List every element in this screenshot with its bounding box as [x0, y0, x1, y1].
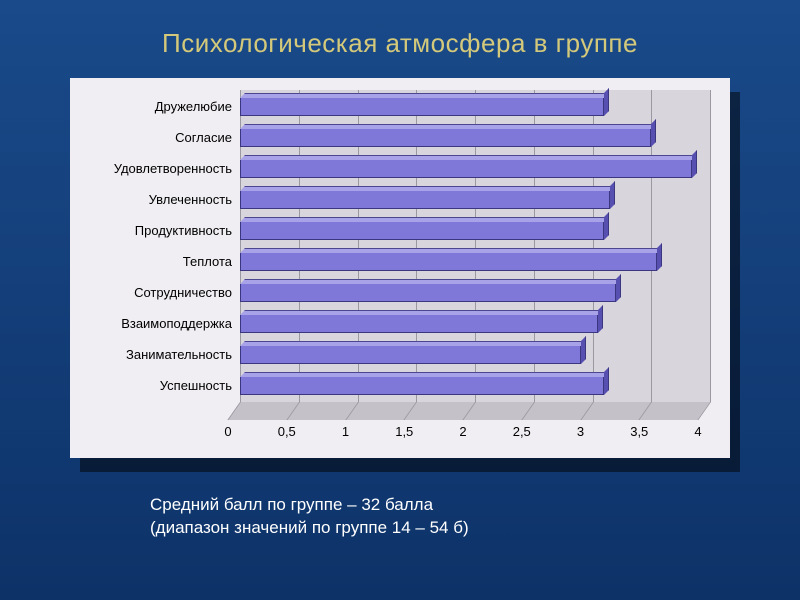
- y-label: Дружелюбие: [155, 99, 232, 114]
- bar-side-face: [604, 88, 609, 116]
- bar: [240, 222, 604, 240]
- bar-front-face: [240, 284, 616, 302]
- y-label: Сотрудничество: [134, 285, 232, 300]
- chart-panel: Дружелюбие Согласие Удовлетворенность Увлеч…: [70, 78, 730, 458]
- footer-line-2: (диапазон значений по группе 14 – 54 б): [150, 517, 469, 540]
- slide-title: Психологическая атмосфера в группе: [0, 0, 800, 59]
- y-label: Занимательность: [126, 347, 232, 362]
- y-label: Согласие: [175, 130, 232, 145]
- bar-front-face: [240, 98, 604, 116]
- bar-front-face: [240, 129, 651, 147]
- y-axis-labels: Дружелюбие Согласие Удовлетворенность Увлеч…: [70, 90, 236, 402]
- plot-area: [240, 90, 710, 420]
- footer-line-1: Средний балл по группе – 32 балла: [150, 494, 469, 517]
- bar-front-face: [240, 253, 657, 271]
- y-label: Продуктивность: [135, 223, 232, 238]
- bar-side-face: [657, 243, 662, 271]
- x-axis-labels: 00,511,522,533,54: [240, 424, 710, 444]
- x-label: 2,5: [513, 424, 531, 439]
- bar: [240, 284, 616, 302]
- y-label: Успешность: [160, 378, 232, 393]
- bar-side-face: [604, 212, 609, 240]
- bar: [240, 191, 610, 209]
- x-label: 0: [224, 424, 231, 439]
- chart-container: Дружелюбие Согласие Удовлетворенность Увлеч…: [70, 78, 730, 458]
- bar-side-face: [616, 274, 621, 302]
- x-label: 1: [342, 424, 349, 439]
- bar-side-face: [610, 181, 615, 209]
- y-label: Теплота: [183, 254, 232, 269]
- gridline-v: [710, 90, 711, 402]
- bar: [240, 98, 604, 116]
- bar-front-face: [240, 160, 692, 178]
- x-label: 0,5: [278, 424, 296, 439]
- bars-group: [240, 90, 710, 402]
- y-label: Удовлетворенность: [114, 161, 232, 176]
- bar-side-face: [604, 367, 609, 395]
- y-label: Увлеченность: [149, 192, 232, 207]
- x-label: 3: [577, 424, 584, 439]
- x-label: 1,5: [395, 424, 413, 439]
- bar-side-face: [598, 305, 603, 333]
- bar: [240, 129, 651, 147]
- bar: [240, 160, 692, 178]
- footer-text: Средний балл по группе – 32 балла (диапа…: [150, 494, 469, 540]
- bar-front-face: [240, 191, 610, 209]
- bar-side-face: [692, 150, 697, 178]
- bar-front-face: [240, 315, 598, 333]
- x-label: 2: [459, 424, 466, 439]
- bar-side-face: [581, 336, 586, 364]
- bar: [240, 377, 604, 395]
- x-label: 3,5: [630, 424, 648, 439]
- bar-front-face: [240, 222, 604, 240]
- bar-side-face: [651, 119, 656, 147]
- bar: [240, 346, 581, 364]
- y-label: Взаимоподдержка: [121, 316, 232, 331]
- bar-front-face: [240, 377, 604, 395]
- bar: [240, 315, 598, 333]
- bar-front-face: [240, 346, 581, 364]
- x-label: 4: [694, 424, 701, 439]
- bar: [240, 253, 657, 271]
